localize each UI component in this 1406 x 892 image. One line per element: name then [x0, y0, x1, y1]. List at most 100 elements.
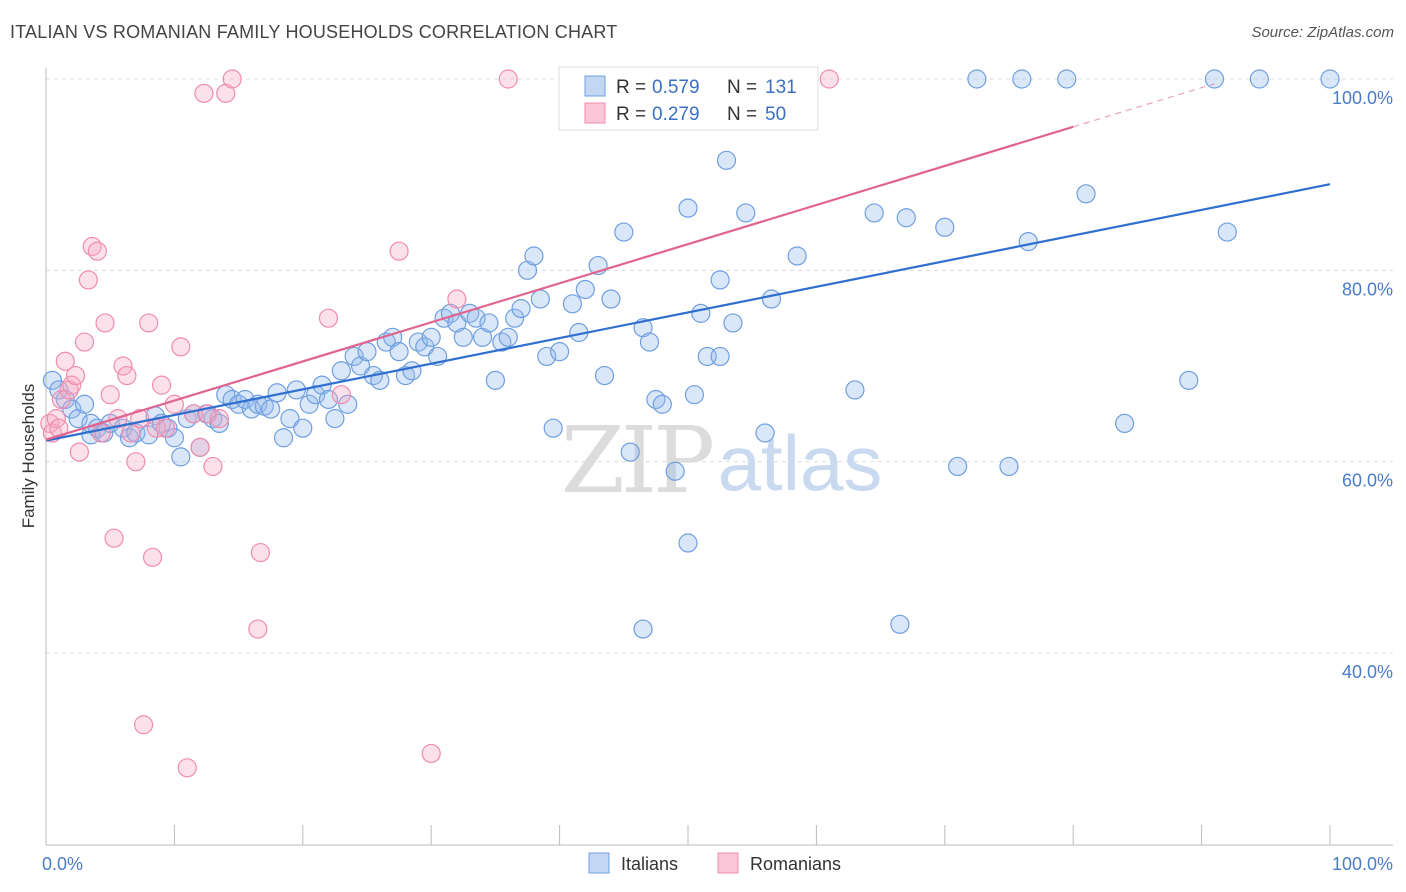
point-italians	[1114, 413, 1135, 433]
legend-n-value-italians: 131	[765, 77, 797, 98]
point-italians	[453, 327, 473, 347]
series-swatch-romanians	[717, 852, 739, 874]
point-italians	[543, 418, 563, 438]
point-italians	[318, 389, 339, 410]
point-italians	[273, 428, 294, 448]
trend-line-italians	[45, 183, 1331, 442]
point-italians	[1217, 222, 1237, 242]
point-romanians	[194, 83, 214, 103]
trend-line-romanians-extension	[1073, 83, 1215, 128]
point-italians	[562, 294, 583, 314]
point-italians	[691, 303, 711, 323]
legend-r-value-italians: 0.579	[652, 77, 700, 98]
point-italians	[485, 370, 505, 390]
point-romanians	[250, 542, 271, 563]
point-italians	[517, 260, 538, 280]
legend-swatch-italians	[584, 75, 606, 97]
point-italians	[716, 150, 737, 170]
series-legend: Italians Romanians	[588, 852, 841, 874]
point-romanians	[177, 758, 197, 778]
point-romanians	[498, 69, 518, 89]
axes	[45, 68, 1393, 846]
x-tick-label: 100.0%	[1332, 854, 1393, 874]
point-italians	[710, 270, 730, 290]
point-romanians	[447, 289, 467, 309]
point-italians	[1057, 69, 1077, 89]
legend-r-label-italians: R =	[616, 77, 646, 98]
point-italians	[350, 356, 371, 376]
point-romanians	[151, 375, 172, 395]
watermark-atlas: atlas	[718, 419, 883, 507]
point-italians	[845, 380, 865, 400]
point-italians	[633, 619, 653, 639]
y-tick-label: 40.0%	[1342, 662, 1393, 682]
point-italians	[736, 203, 756, 223]
point-italians	[261, 399, 281, 419]
point-italians	[652, 394, 672, 414]
point-romanians	[248, 619, 268, 639]
point-romanians	[819, 69, 839, 89]
point-italians	[601, 289, 621, 309]
point-romanians	[62, 375, 82, 395]
point-romanians	[126, 452, 146, 472]
source-label: Source: ZipAtlas.com	[1251, 24, 1394, 41]
point-italians	[1012, 69, 1032, 89]
point-romanians	[104, 528, 124, 548]
point-italians	[415, 337, 435, 357]
point-italians	[505, 308, 525, 328]
point-romanians	[203, 456, 223, 477]
point-italians	[665, 461, 685, 481]
point-italians	[639, 332, 660, 352]
point-romanians	[100, 385, 120, 405]
point-italians	[325, 409, 345, 429]
point-italians	[299, 394, 319, 414]
point-romanians	[331, 385, 351, 405]
point-romanians	[171, 337, 191, 357]
point-italians	[896, 208, 916, 228]
trend-lines	[45, 83, 1331, 442]
series-label-romanians: Romanians	[750, 854, 841, 874]
point-romanians	[117, 365, 137, 386]
point-romanians	[133, 715, 154, 735]
point-italians	[331, 361, 351, 381]
point-italians	[479, 313, 499, 333]
point-italians	[890, 614, 910, 634]
y-tick-label: 100.0%	[1332, 88, 1393, 108]
point-italians	[389, 342, 409, 362]
point-italians	[62, 399, 82, 419]
point-italians	[614, 222, 634, 242]
point-italians	[498, 327, 518, 347]
point-italians	[1249, 69, 1269, 89]
point-italians	[710, 346, 730, 367]
point-romanians	[74, 332, 95, 352]
series-label-italians: Italians	[621, 854, 678, 874]
point-italians	[787, 246, 807, 266]
point-italians	[293, 418, 313, 438]
point-italians	[402, 361, 422, 381]
point-italians	[357, 342, 377, 362]
legend-swatch-romanians	[584, 102, 606, 124]
point-italians	[171, 447, 191, 467]
x-tick-label: 0.0%	[42, 854, 83, 874]
point-romanians	[142, 547, 163, 567]
point-italians	[948, 456, 968, 477]
watermark-zip: ZIP	[561, 407, 712, 514]
series-swatch-italians	[588, 852, 610, 874]
point-romanians	[216, 83, 236, 103]
point-italians	[678, 533, 698, 553]
point-italians	[999, 456, 1019, 477]
point-italians	[684, 385, 705, 405]
point-romanians	[155, 418, 176, 438]
point-italians	[530, 289, 550, 309]
point-romanians	[209, 409, 229, 429]
point-romanians	[389, 241, 409, 261]
point-italians	[537, 346, 557, 367]
watermark: ZIP atlas	[561, 407, 882, 514]
trend-line-romanians	[45, 125, 1074, 441]
point-italians	[594, 365, 615, 386]
point-romanians	[91, 423, 111, 443]
legend-stats: R = 0.579 N = 131 R = 0.279 N = 50	[558, 66, 819, 131]
point-romanians	[139, 313, 159, 333]
point-italians	[755, 423, 775, 443]
